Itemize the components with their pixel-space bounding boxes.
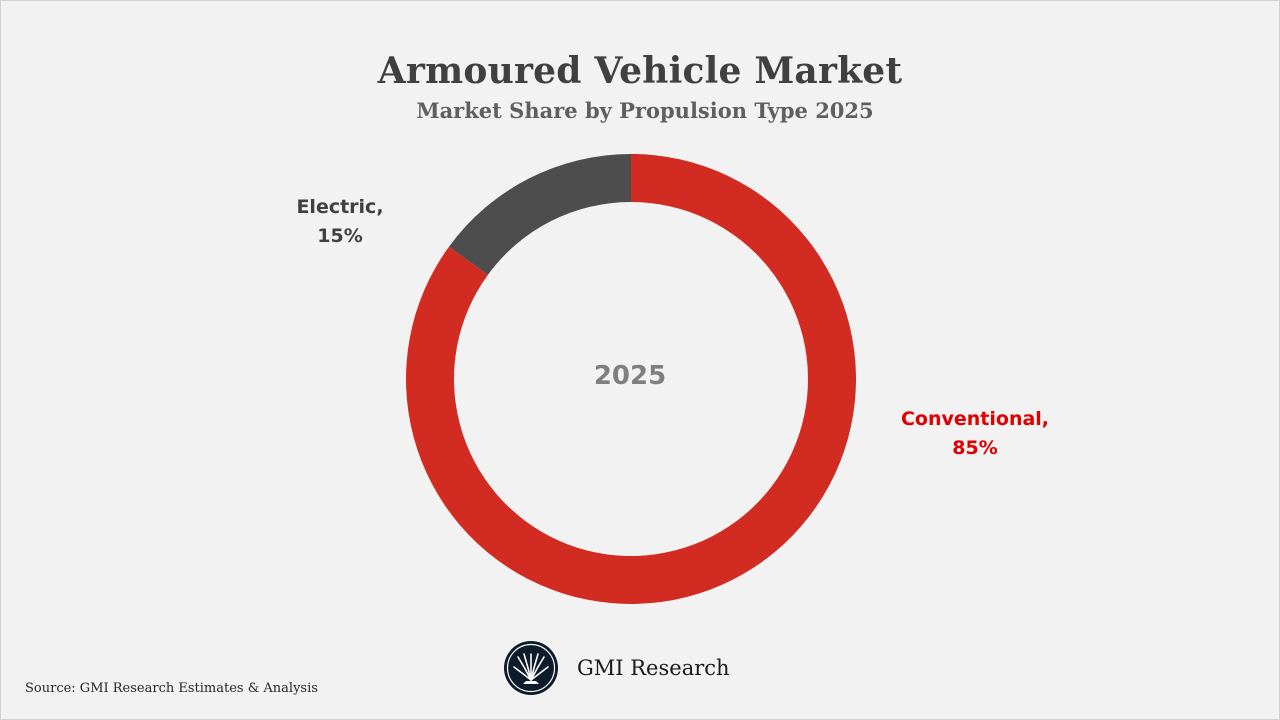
data-label-electric: Electric, 15% [270, 193, 410, 251]
data-label-conventional-name: Conventional, [900, 408, 1050, 430]
donut-center-label: 2025 [594, 361, 666, 391]
data-label-electric-name: Electric, [296, 196, 384, 218]
brand-name: GMI Research [577, 656, 730, 680]
source-note: Source: GMI Research Estimates & Analysi… [25, 681, 318, 696]
data-label-conventional-value: 85% [952, 437, 998, 459]
data-label-electric-value: 15% [317, 225, 363, 247]
chart-subtitle: Market Share by Propulsion Type 2025 [416, 98, 874, 123]
chart-title: Armoured Vehicle Market [377, 50, 903, 92]
gmi-research-logo-icon [504, 641, 558, 695]
donut-slice-electric [448, 154, 631, 275]
data-label-conventional: Conventional, 85% [885, 405, 1065, 463]
